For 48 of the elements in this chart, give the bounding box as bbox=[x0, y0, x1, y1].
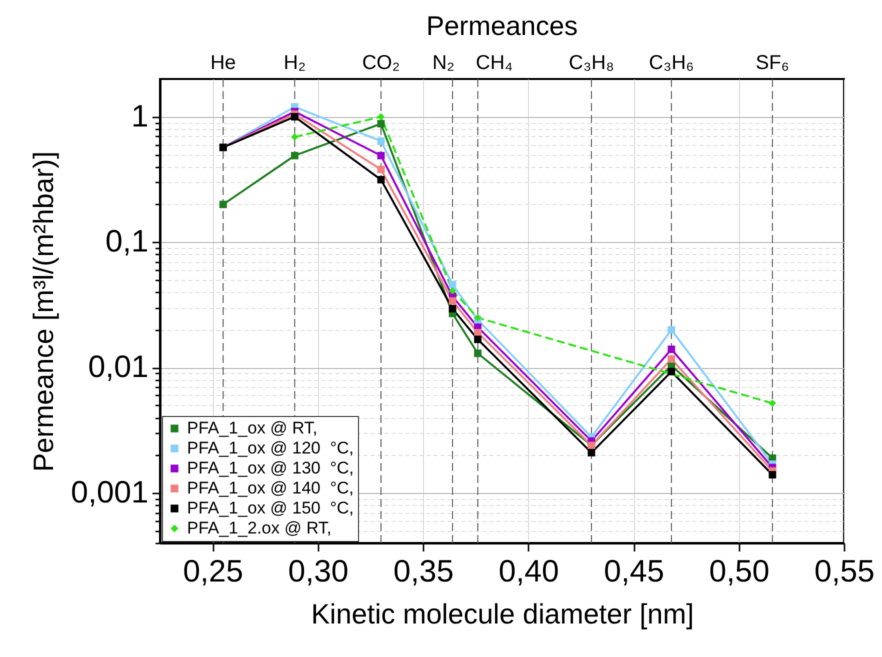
point bbox=[474, 336, 482, 344]
legend-label: PFA_1_2.ox @ RT, bbox=[187, 518, 332, 538]
x-tick-label: 0,35 bbox=[393, 554, 454, 588]
ref-line-label: C₃H₈ bbox=[568, 52, 614, 74]
point bbox=[377, 120, 385, 128]
x-tick-label: 0,55 bbox=[814, 554, 875, 588]
point bbox=[768, 400, 776, 407]
point bbox=[377, 152, 385, 160]
point bbox=[219, 200, 227, 208]
ref-line-label: CH₄ bbox=[476, 52, 513, 74]
y-tick-label: 1 bbox=[131, 98, 148, 134]
x-tick-label: 0,25 bbox=[182, 554, 244, 588]
point bbox=[474, 350, 482, 358]
point bbox=[290, 113, 298, 120]
y-axis-title: Permeance [m³l/(m²hbar)] bbox=[28, 151, 59, 472]
y-tick-label: 0,001 bbox=[70, 474, 148, 510]
ref-line-label: He bbox=[210, 52, 236, 74]
legend-label: PFA_1_ox @ 120 °C, bbox=[187, 438, 354, 458]
ref-line-label: H₂ bbox=[284, 52, 306, 74]
legend-label: PFA_1_ox @ 150 °C, bbox=[187, 498, 354, 518]
y-tick-label: 0,01 bbox=[88, 349, 148, 384]
legend-label: PFA_1_ox @ RT, bbox=[187, 418, 318, 438]
ref-line-label: N₂ bbox=[432, 52, 455, 74]
x-tick-label: 0,30 bbox=[288, 554, 349, 588]
x-axis-title: Kinetic molecule diameter [nm] bbox=[311, 598, 694, 630]
y-tick-label: 0,1 bbox=[105, 224, 148, 259]
legend-label: PFA_1_ox @ 140 °C, bbox=[187, 478, 354, 498]
point bbox=[668, 368, 676, 376]
point bbox=[377, 137, 385, 145]
point bbox=[290, 133, 298, 141]
x-tick-label: 0,45 bbox=[604, 554, 664, 588]
point bbox=[377, 176, 385, 184]
x-tick-label: 0,40 bbox=[498, 554, 559, 588]
point bbox=[448, 305, 456, 312]
point bbox=[668, 355, 676, 363]
point bbox=[290, 152, 298, 160]
x-tick-label: 0,50 bbox=[709, 554, 770, 588]
point bbox=[588, 448, 596, 456]
point bbox=[668, 326, 676, 334]
chart-title: Permeances bbox=[426, 11, 578, 41]
legend-label: PFA_1_ox @ 130 °C, bbox=[187, 458, 354, 478]
ref-line-label: C₃H₆ bbox=[648, 52, 694, 74]
point bbox=[474, 314, 482, 322]
point bbox=[668, 346, 676, 354]
ref-line-label: SF₆ bbox=[756, 52, 790, 74]
ref-line-label: CO₂ bbox=[362, 52, 400, 74]
point bbox=[768, 471, 776, 478]
point bbox=[448, 287, 456, 294]
